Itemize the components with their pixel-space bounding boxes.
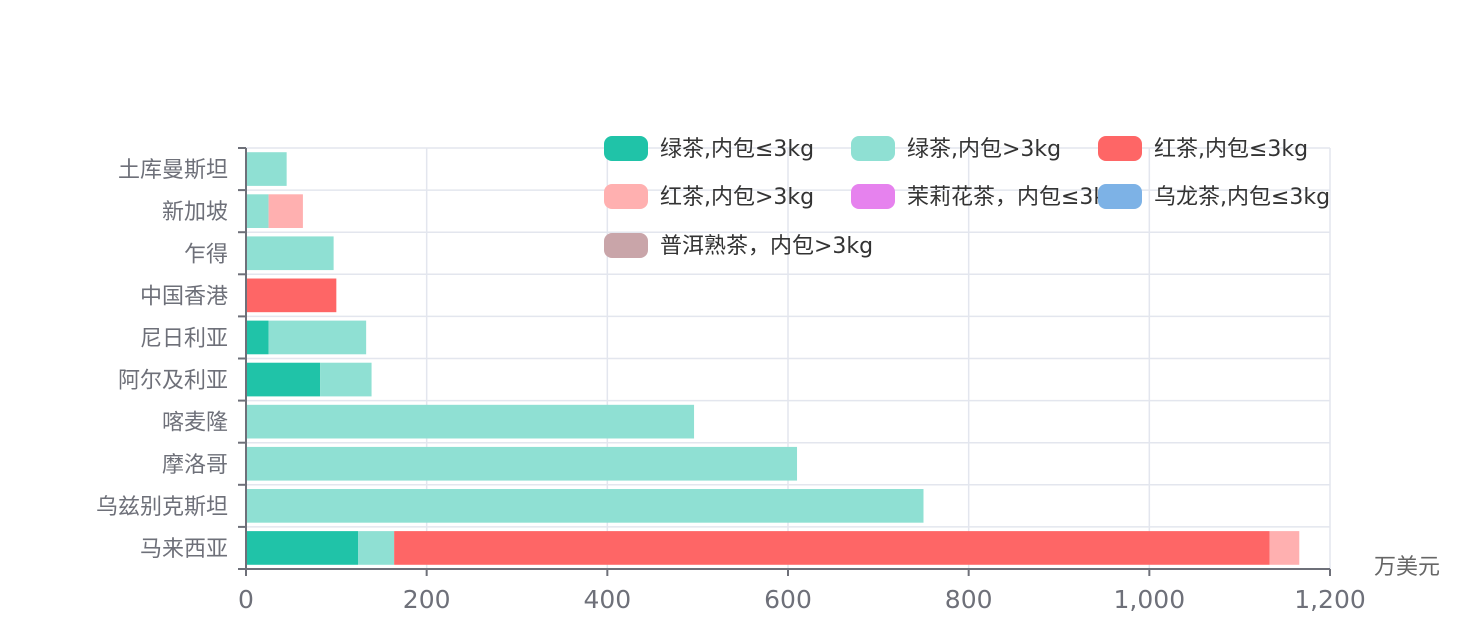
bars [246, 152, 1300, 565]
bar-segment[interactable] [246, 404, 695, 439]
x-axis-tick-label: 600 [764, 585, 812, 614]
x-axis-tick-label: 0 [238, 585, 254, 614]
bar-segment[interactable] [1269, 531, 1300, 565]
bar-segment[interactable] [246, 236, 334, 271]
y-axis-category-label: 新加坡 [162, 200, 228, 225]
bar-segment[interactable] [394, 531, 1270, 565]
bar-segment[interactable] [358, 531, 395, 565]
bar-segment[interactable] [246, 489, 924, 523]
legend-label: 绿茶,内包>3kg [907, 137, 1061, 162]
bar-segment[interactable] [246, 362, 321, 397]
x-axis-tick-label: 200 [403, 585, 451, 614]
bar-segment[interactable] [246, 446, 798, 481]
legend-item[interactable]: 绿茶,内包>3kg [851, 136, 1061, 162]
legend-swatch [604, 184, 648, 209]
legend-swatch [851, 184, 895, 209]
legend-label: 红茶,内包>3kg [660, 185, 814, 210]
y-axis-category-label: 阿尔及利亚 [118, 369, 228, 394]
x-axis-tick-label: 1,200 [1294, 585, 1366, 614]
y-axis-category-label: 乌兹别克斯坦 [96, 495, 228, 520]
bar-segment[interactable] [246, 152, 287, 186]
legend-item[interactable]: 普洱熟茶，内包>3kg [604, 233, 873, 259]
y-axis-category-label: 马来西亚 [140, 537, 228, 562]
y-axis-category-label: 乍得 [184, 242, 228, 267]
legend-item[interactable]: 乌龙茶,内包≤3kg [1098, 184, 1330, 210]
bar-segment[interactable] [268, 194, 303, 228]
y-axis-category-label: 摩洛哥 [162, 453, 228, 478]
legend-swatch [1098, 184, 1142, 209]
bar-segment[interactable] [320, 362, 372, 397]
x-axis-unit-label: 万美元 [1374, 555, 1440, 580]
legend-label: 绿茶,内包≤3kg [660, 137, 814, 162]
legend-item[interactable]: 绿茶,内包≤3kg [604, 136, 814, 162]
y-axis-category-label: 土库曼斯坦 [118, 158, 228, 183]
legend-swatch [604, 136, 648, 161]
legend-label: 茉莉花茶，内包≤3kg [907, 185, 1120, 210]
y-axis-category-label: 尼日利亚 [140, 326, 228, 351]
legend-swatch [851, 136, 895, 161]
legend-label: 乌龙茶,内包≤3kg [1154, 185, 1330, 210]
y-axis-category-label: 中国香港 [140, 284, 228, 309]
legend-label: 红茶,内包≤3kg [1154, 137, 1308, 162]
y-axis-category-label: 喀麦隆 [162, 411, 228, 436]
bar-segment[interactable] [246, 194, 269, 228]
bar-segment[interactable] [246, 320, 269, 355]
x-axis-tick-label: 1,000 [1114, 585, 1186, 614]
legend-item[interactable]: 红茶,内包≤3kg [1098, 136, 1308, 162]
legend-swatch [1098, 136, 1142, 161]
bar-segment[interactable] [246, 278, 337, 313]
bar-segment[interactable] [246, 531, 359, 565]
legend-label: 普洱熟茶，内包>3kg [660, 234, 873, 259]
bar-segment[interactable] [268, 320, 367, 355]
legend-swatch [604, 233, 648, 258]
axes: 马来西亚 乌兹别克斯坦 摩洛哥 喀麦隆 阿尔及利亚 尼日利亚 中国香港 乍得 新加坡 土库曼斯坦 0… [96, 147, 1366, 614]
x-axis-tick-label: 400 [583, 585, 631, 614]
legend-item[interactable]: 红茶,内包>3kg [604, 184, 814, 210]
x-axis-tick-label: 800 [945, 585, 993, 614]
legend: 绿茶,内包≤3kg 绿茶,内包>3kg 红茶,内包≤3kg 红茶,内包>3kg 茉莉花茶… [604, 136, 1330, 259]
legend-item[interactable]: 茉莉花茶，内包≤3kg [851, 184, 1120, 210]
